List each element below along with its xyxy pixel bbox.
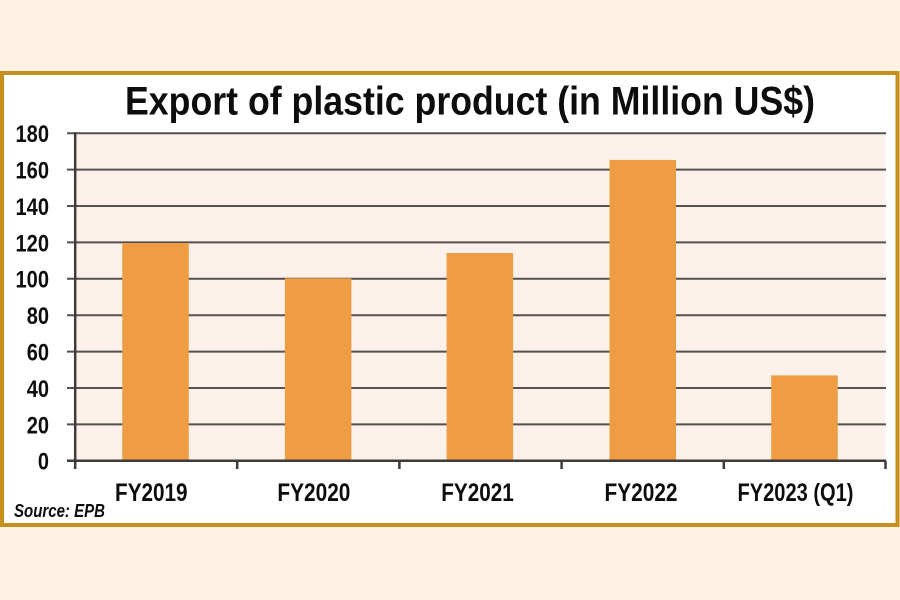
svg-text:60: 60: [27, 340, 49, 367]
svg-text:FY2023 (Q1): FY2023 (Q1): [738, 479, 854, 507]
svg-text:100: 100: [16, 267, 50, 294]
svg-text:20: 20: [27, 412, 49, 439]
svg-text:FY2021: FY2021: [441, 479, 514, 507]
svg-text:0: 0: [38, 449, 49, 476]
svg-text:40: 40: [27, 376, 49, 403]
svg-text:120: 120: [16, 230, 50, 257]
svg-text:Source: EPB: Source: EPB: [14, 500, 105, 521]
svg-text:Export of plastic product (in: Export of plastic product (in Million US…: [125, 80, 815, 124]
svg-text:FY2020: FY2020: [277, 479, 350, 507]
svg-text:140: 140: [16, 194, 50, 221]
svg-text:FY2022: FY2022: [605, 479, 678, 507]
svg-text:FY2019: FY2019: [115, 479, 188, 507]
svg-text:80: 80: [27, 303, 49, 330]
svg-text:180: 180: [16, 121, 50, 148]
svg-text:160: 160: [16, 158, 50, 185]
